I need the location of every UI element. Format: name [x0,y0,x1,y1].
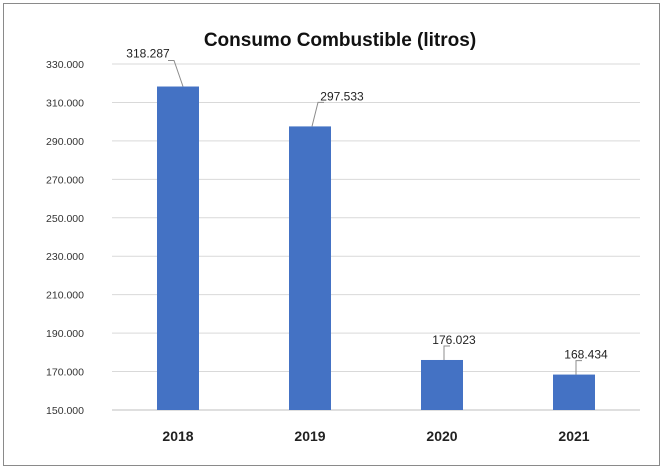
data-label-2019: 297.533 [320,89,364,103]
y-axis-ticks: 150.000 170.000 190.000 210.000 230.000 250.0… [46,59,84,417]
x-tick-label: 2019 [294,428,325,444]
data-label-2021: 168.434 [564,348,608,362]
data-label-leaders [168,60,582,375]
leader-line [311,101,324,127]
bar-2021 [553,374,595,410]
bar-2018 [157,86,199,411]
y-tick-label: 310.000 [46,97,84,109]
gridlines [112,63,640,411]
y-tick-label: 190.000 [46,328,84,340]
bars [157,86,595,411]
x-tick-label: 2021 [558,428,589,444]
leader-line [443,345,450,360]
data-label-2020: 176.023 [432,333,476,347]
bar-2019 [289,126,331,411]
y-tick-label: 170.000 [46,367,84,379]
y-tick-label: 230.000 [46,251,84,263]
leader-line [168,60,184,87]
data-label-2018: 318.287 [126,47,170,61]
bar-2020 [421,359,463,410]
chart-title: Consumo Combustible (litros) [204,30,476,51]
y-tick-label: 150.000 [46,405,84,417]
leader-line [575,360,582,375]
x-tick-label: 2018 [162,428,193,444]
x-axis-ticks: 2018 2019 2020 2021 [162,428,589,444]
data-labels: 318.287 297.533 176.023 168.434 [126,47,608,362]
y-tick-label: 290.000 [46,136,84,148]
y-tick-label: 270.000 [46,174,84,186]
x-tick-label: 2020 [426,428,457,444]
y-tick-label: 210.000 [46,290,84,302]
chart-frame [3,3,660,466]
y-tick-label: 330.000 [46,59,84,71]
y-tick-label: 250.000 [46,213,84,225]
